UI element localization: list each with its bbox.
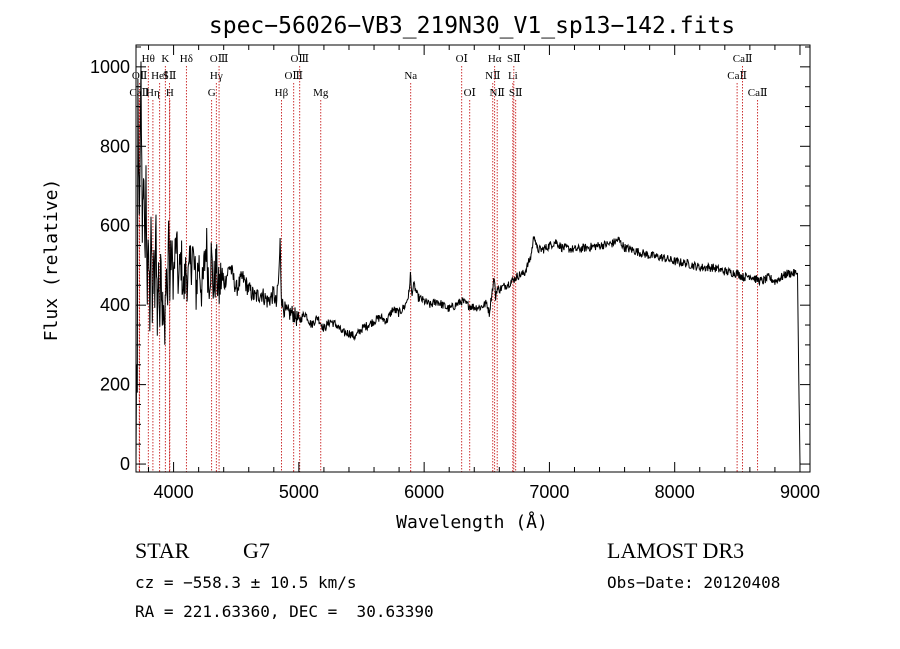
line-label-22: Li (508, 70, 518, 82)
y-tick-label-0: 0 (120, 454, 130, 474)
sky-coordinates: RA = 221.63360, DEC = 30.63390 (135, 602, 434, 621)
survey-name: LAMOST DR3 (607, 538, 745, 563)
emission-line-markers: CaⅡ OⅡ Hθ Hη HeⅠ K SⅡ H Hδ G Hγ OⅢ Hβ OⅢ OⅢ Mg Na OⅠ OⅠ NⅡ H… (129, 53, 767, 472)
line-label-16: Na (404, 70, 417, 82)
line-label-12: Hβ (275, 87, 289, 99)
x-tick-label-2: 6000 (404, 482, 444, 502)
axis-ticks: 4000 5000 6000 7000 8000 9000 0 200 400 600 800 100… (90, 45, 820, 502)
line-label-1: OⅡ (132, 70, 147, 82)
line-label-10: Hγ (210, 70, 223, 82)
chart-title: spec−56026−VB3_219N30_V1_sp13−142.fits (209, 13, 735, 39)
object-subclass: G7 (243, 538, 270, 563)
y-tick-label-2: 400 (100, 295, 130, 315)
line-label-17: OⅠ (456, 53, 468, 65)
line-label-13: OⅢ (284, 70, 303, 82)
line-label-24: SⅡ (509, 87, 523, 99)
line-label-27: CaⅡ (748, 87, 768, 99)
line-label-23: SⅡ (507, 53, 521, 65)
line-label-19: NⅡ (485, 70, 500, 82)
line-label-2: Hθ (142, 53, 155, 65)
line-label-20: Hα (488, 53, 502, 65)
line-label-21: NⅡ (489, 87, 504, 99)
line-label-26: CaⅡ (733, 53, 753, 65)
x-tick-label-0: 4000 (154, 482, 194, 502)
line-label-4: HeⅠ (151, 70, 168, 82)
line-label-9: G (208, 87, 216, 99)
x-tick-label-5: 9000 (780, 482, 820, 502)
line-label-6: SⅡ (163, 70, 177, 82)
line-label-7: H (166, 87, 174, 99)
line-label-25: CaⅡ (727, 70, 747, 82)
x-tick-label-3: 7000 (529, 482, 569, 502)
object-class: STAR (135, 538, 190, 563)
line-label-14: OⅢ (290, 53, 309, 65)
line-label-15: Mg (313, 87, 329, 99)
plot-frame (135, 44, 811, 473)
line-label-5: K (161, 53, 169, 65)
line-label-11: OⅢ (210, 53, 229, 65)
x-axis-label: Wavelength (Å) (396, 511, 548, 533)
line-label-8: Hδ (180, 53, 193, 65)
x-tick-label-1: 5000 (279, 482, 319, 502)
y-tick-label-5: 1000 (90, 57, 130, 77)
y-axis-label: Flux (relative) (41, 179, 62, 342)
line-label-18: OⅠ (464, 87, 476, 99)
y-tick-label-1: 200 (100, 375, 130, 395)
y-tick-label-3: 600 (100, 216, 130, 236)
line-label-3: Hη (146, 87, 160, 99)
spectrum-line (135, 61, 801, 465)
redshift-velocity: cz = −558.3 ± 10.5 km/s (135, 573, 357, 592)
observation-date: Obs−Date: 20120408 (607, 573, 781, 592)
x-tick-label-4: 8000 (655, 482, 695, 502)
y-tick-label-4: 800 (100, 136, 130, 156)
